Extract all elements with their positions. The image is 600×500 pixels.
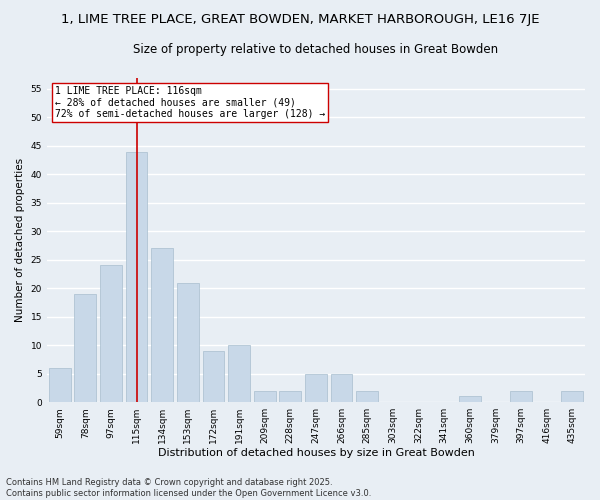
Bar (126, 152, 148, 402)
Bar (74, 294, 96, 402)
Bar (254, 390, 275, 402)
Title: Size of property relative to detached houses in Great Bowden: Size of property relative to detached ho… (133, 42, 499, 56)
Bar (177, 282, 199, 402)
Bar (151, 248, 173, 402)
Bar (280, 390, 301, 402)
Text: 1 LIME TREE PLACE: 116sqm
← 28% of detached houses are smaller (49)
72% of semi-: 1 LIME TREE PLACE: 116sqm ← 28% of detac… (55, 86, 325, 119)
Bar (203, 351, 224, 402)
Y-axis label: Number of detached properties: Number of detached properties (15, 158, 25, 322)
Bar (561, 390, 583, 402)
Bar (459, 396, 481, 402)
Bar (100, 266, 122, 402)
X-axis label: Distribution of detached houses by size in Great Bowden: Distribution of detached houses by size … (158, 448, 475, 458)
Bar (331, 374, 352, 402)
Text: Contains HM Land Registry data © Crown copyright and database right 2025.
Contai: Contains HM Land Registry data © Crown c… (6, 478, 371, 498)
Bar (228, 345, 250, 402)
Text: 1, LIME TREE PLACE, GREAT BOWDEN, MARKET HARBOROUGH, LE16 7JE: 1, LIME TREE PLACE, GREAT BOWDEN, MARKET… (61, 12, 539, 26)
Bar (356, 390, 378, 402)
Bar (510, 390, 532, 402)
Bar (49, 368, 71, 402)
Bar (305, 374, 327, 402)
